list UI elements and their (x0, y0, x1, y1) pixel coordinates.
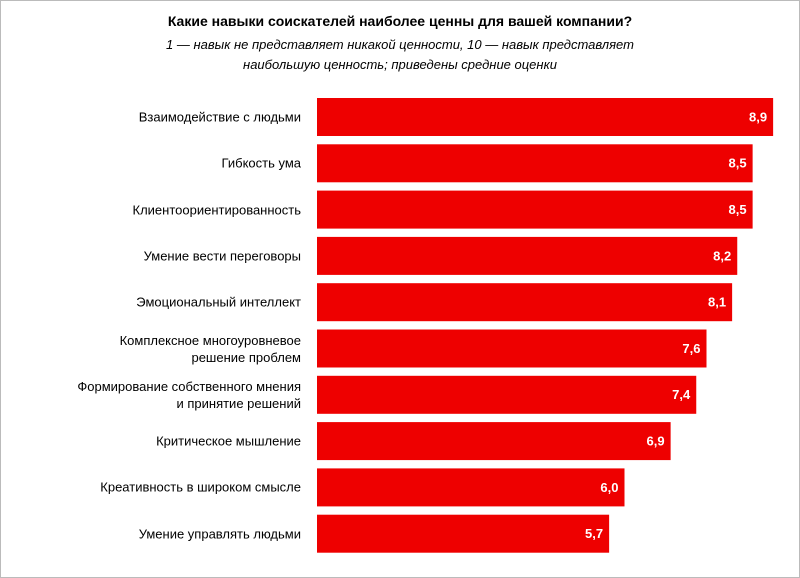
value-label: 8,2 (713, 248, 731, 263)
category-label: Умение вести переговоры (143, 248, 301, 264)
category-label: Взаимодействие с людьми (138, 109, 301, 125)
bar (317, 144, 753, 183)
value-label: 8,5 (729, 156, 747, 171)
bar (317, 514, 610, 553)
bar (317, 98, 774, 136)
category-label: Формирование собственного мнения и приня… (77, 378, 301, 411)
value-label: 8,9 (749, 109, 767, 124)
value-label: 8,1 (708, 295, 726, 310)
bar (317, 329, 707, 368)
value-label: 5,7 (585, 526, 603, 541)
category-label: Эмоциональный интеллект (136, 294, 301, 310)
category-label: Критическое мышление (156, 433, 301, 449)
bar (317, 375, 697, 414)
value-label: 6,0 (600, 480, 618, 495)
value-label: 6,9 (647, 434, 665, 449)
bar (317, 422, 671, 461)
value-label: 7,4 (672, 387, 691, 402)
category-label: Комплексное многоуровневое решение пробл… (119, 332, 301, 365)
bar (317, 190, 753, 229)
category-label: Гибкость ума (221, 155, 301, 171)
chart-subtitle: 1 — навык не представляет никакой ценнос… (166, 37, 634, 72)
value-label: 7,6 (682, 341, 700, 356)
category-label: Клиентоориентированность (132, 202, 301, 218)
bar (317, 283, 733, 322)
bar (317, 236, 738, 275)
category-label: Креативность в широком смысле (100, 479, 301, 495)
category-label: Умение управлять людьми (138, 526, 301, 542)
bar (317, 468, 625, 507)
chart-title: Какие навыки соискателей наиболее ценны … (167, 13, 633, 29)
value-label: 8,5 (729, 202, 747, 217)
